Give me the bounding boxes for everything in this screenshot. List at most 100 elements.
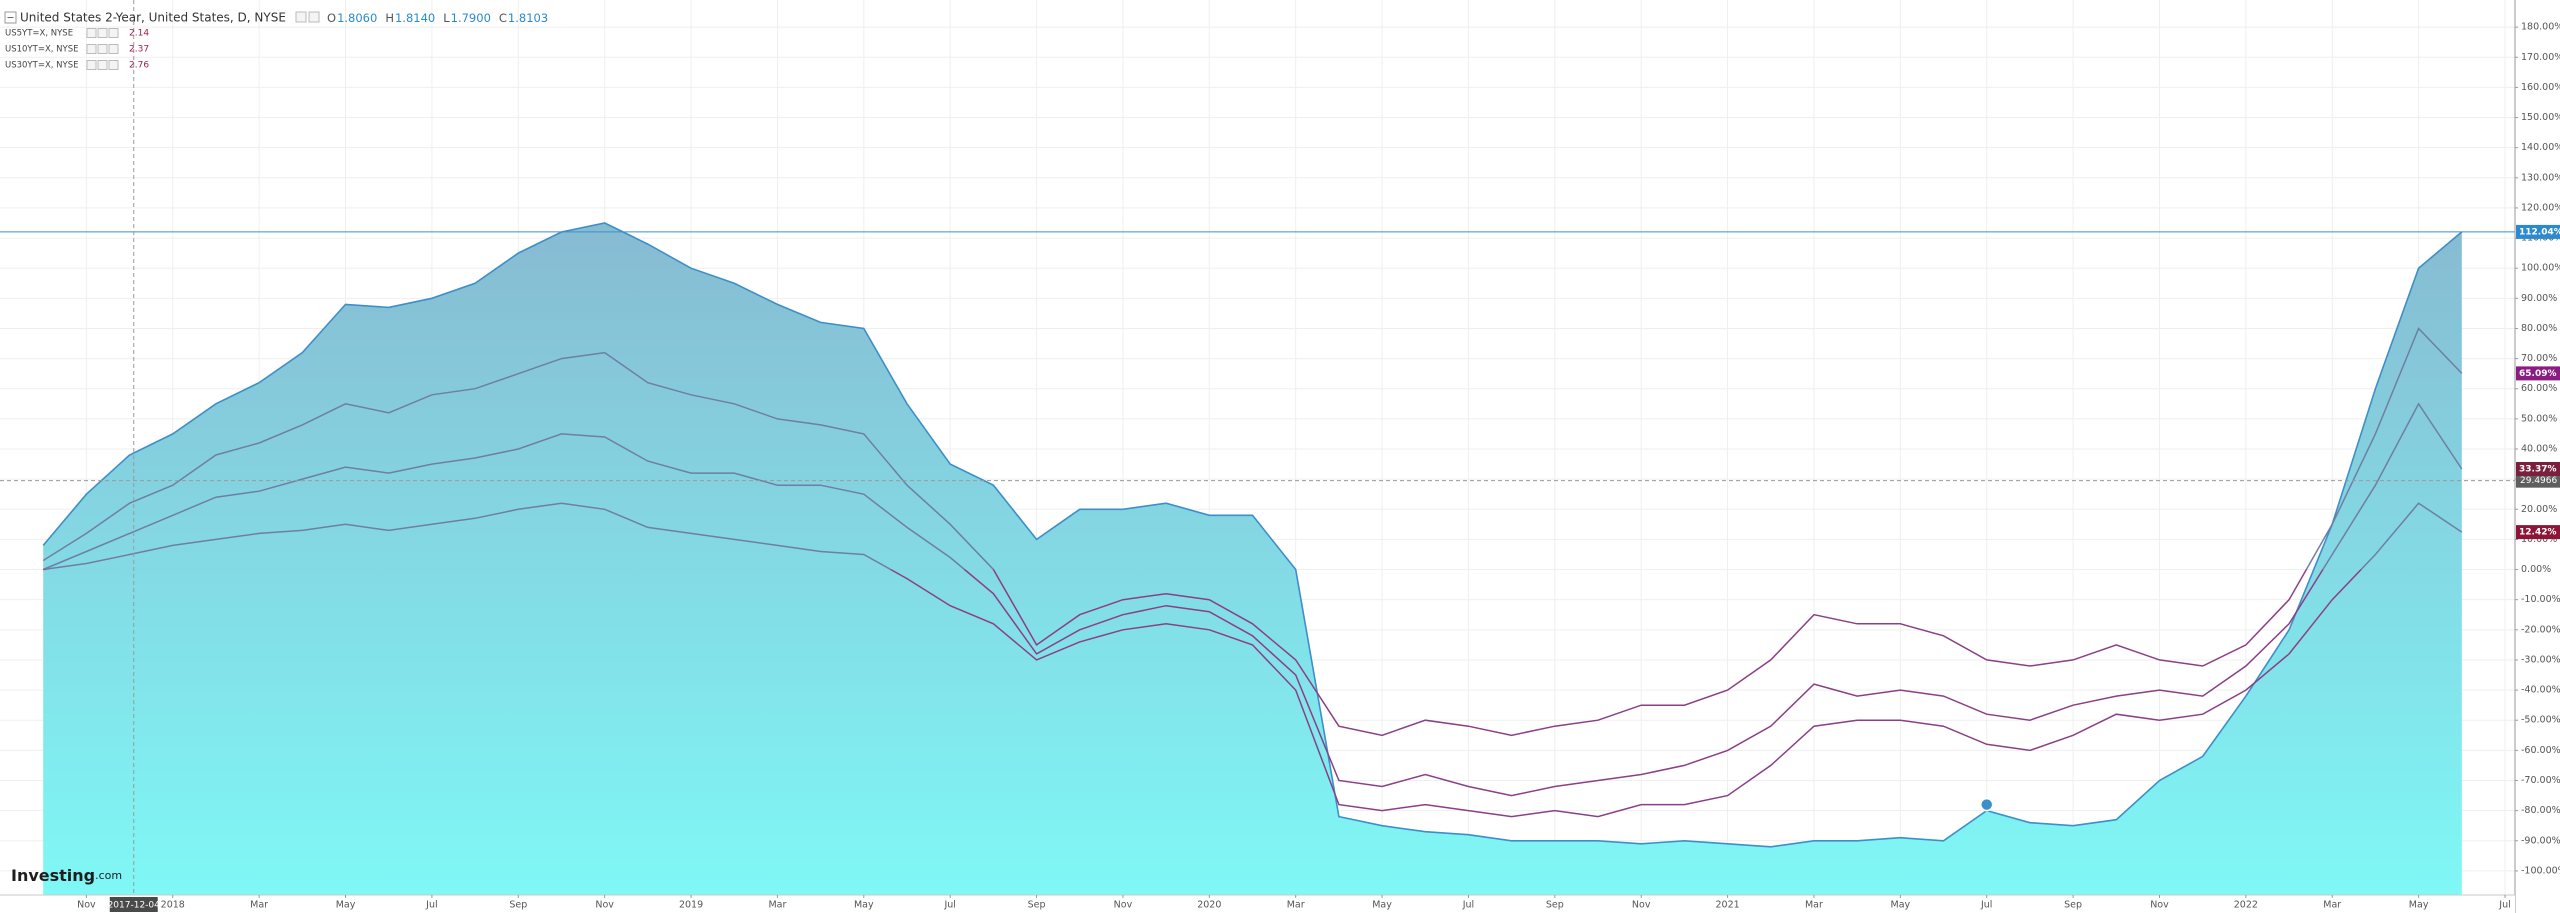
- area: [43, 223, 2462, 895]
- watermark-suffix: .com: [95, 869, 122, 882]
- x-tick-label: Jul: [943, 900, 955, 911]
- ohlc-label: O: [327, 11, 336, 25]
- y-tick-label: -90.00%: [2521, 835, 2560, 846]
- y-tick-label: 0.00%: [2521, 564, 2551, 575]
- y-tick-label: 100.00%: [2521, 263, 2560, 274]
- right-axis-bg: [2515, 0, 2560, 913]
- x-tick-label: Nov: [1632, 900, 1651, 911]
- ohlc-label: H: [385, 11, 394, 25]
- ohlc-value: 1.8060: [337, 11, 377, 25]
- y-tick-label: 180.00%: [2521, 22, 2560, 33]
- y-tick-label: 60.00%: [2521, 383, 2557, 394]
- legend-icon: [97, 44, 108, 54]
- y-tick-label: -60.00%: [2521, 745, 2560, 756]
- watermark: Investing.com: [11, 866, 122, 885]
- y-tick-label: -30.00%: [2521, 654, 2560, 665]
- legend-entry: US5YT=X, NYSE: [5, 29, 73, 39]
- x-tick-label: Jul: [1462, 900, 1474, 911]
- x-tick-label: Sep: [1546, 900, 1564, 911]
- x-tick-label: 2019: [679, 900, 703, 911]
- legend-quote: 2.76: [129, 61, 149, 71]
- legend-icon: [108, 60, 119, 70]
- end-label-bg: [2516, 461, 2560, 476]
- x-tick-label: Sep: [2064, 900, 2082, 911]
- y-tick-label: -10.00%: [2521, 594, 2560, 605]
- y-tick-label: 90.00%: [2521, 293, 2557, 304]
- end-label: 33.37%: [2519, 464, 2557, 474]
- x-tick-label: Mar: [2323, 900, 2341, 911]
- ohlc-label: L: [443, 11, 450, 25]
- y-tick-label: -50.00%: [2521, 715, 2560, 726]
- line: [43, 502, 2463, 818]
- watermark-brand: Investing: [11, 866, 95, 885]
- ohlc-value: 1.8103: [508, 11, 548, 25]
- y-tick-label: -40.00%: [2521, 685, 2560, 696]
- y-tick-label: 140.00%: [2521, 142, 2560, 153]
- y-tick-label: 120.00%: [2521, 202, 2560, 213]
- y-tick-label: 70.00%: [2521, 353, 2557, 364]
- x-tick-label: Sep: [1028, 900, 1046, 911]
- crosshair-x-label-bg: [109, 897, 158, 912]
- legend-entry: US30YT=X, NYSE: [5, 61, 78, 71]
- y-tick-label: 20.00%: [2521, 504, 2557, 515]
- x-tick-label: May: [336, 900, 356, 911]
- y-tick-label: 50.00%: [2521, 413, 2557, 424]
- x-tick-label: Mar: [768, 900, 786, 911]
- y-tick-label: -20.00%: [2521, 624, 2560, 635]
- x-tick-label: Jul: [1980, 900, 1992, 911]
- end-label-bg: [2516, 366, 2560, 381]
- y-tick-label: -100.00%: [2521, 865, 2560, 876]
- x-tick-label: Jul: [2498, 900, 2510, 911]
- legend-icon: [86, 28, 97, 38]
- y-tick-label: 170.00%: [2521, 52, 2560, 63]
- y-tick-label: 150.00%: [2521, 112, 2560, 123]
- legend-icon: [86, 60, 97, 70]
- x-tick-label: Nov: [2150, 900, 2169, 911]
- x-tick-label: 2022: [2234, 900, 2258, 911]
- x-tick-label: Mar: [250, 900, 268, 911]
- event-marker: [1979, 797, 1994, 812]
- legend-entry: US10YT=X, NYSE: [5, 45, 78, 55]
- ohlc-value: 1.7900: [451, 11, 491, 25]
- crosshair-y-label: 29.4966: [2520, 476, 2557, 486]
- legend-icon: [97, 28, 108, 38]
- y-tick-label: -80.00%: [2521, 805, 2560, 816]
- x-tick-label: 2020: [1197, 900, 1221, 911]
- x-tick-label: May: [2409, 900, 2429, 911]
- crosshair-y-label-bg: [2516, 473, 2560, 488]
- y-tick-label: 40.00%: [2521, 444, 2557, 455]
- x-tick-label: Mar: [1287, 900, 1305, 911]
- ohlc-value: 1.8140: [395, 11, 435, 25]
- x-tick-label: May: [1891, 900, 1911, 911]
- y-tick-label: 80.00%: [2521, 323, 2557, 334]
- end-label: 65.09%: [2519, 369, 2557, 379]
- line: [42, 402, 2463, 797]
- y-tick-label: -70.00%: [2521, 775, 2560, 786]
- legend-quote: 2.37: [129, 45, 149, 55]
- end-label: 112.04%: [2519, 227, 2560, 237]
- x-tick-label: Nov: [77, 900, 96, 911]
- legend-icon: [86, 44, 97, 54]
- crosshair-x-label: 2017-12-04: [108, 901, 161, 911]
- y-tick-label: 10.00%: [2521, 534, 2557, 545]
- y-tick-label: 130.00%: [2521, 172, 2560, 183]
- ohlc: O1.8060 H1.8140 L1.7900 C1.8103: [327, 11, 548, 25]
- legend-icon: [308, 11, 320, 23]
- legend-title: United States 2-Year, United States, D, …: [20, 11, 286, 25]
- line: [42, 222, 2463, 848]
- x-tick-label: Mar: [1805, 900, 1823, 911]
- y-tick-label: 160.00%: [2521, 82, 2560, 93]
- legend-icon: [108, 28, 119, 38]
- x-tick-label: Nov: [1114, 900, 1133, 911]
- x-tick-label: Sep: [509, 900, 527, 911]
- legend-icon: [295, 11, 307, 23]
- legend-icon: [108, 44, 119, 54]
- legend-quote: 2.14: [129, 29, 149, 39]
- end-label-bg: [2516, 224, 2560, 239]
- x-tick-label: May: [1372, 900, 1392, 911]
- x-tick-label: May: [854, 900, 874, 911]
- bottom-axis-bg: [0, 895, 2515, 913]
- legend-icon: [97, 60, 108, 70]
- x-tick-label: 2018: [161, 900, 185, 911]
